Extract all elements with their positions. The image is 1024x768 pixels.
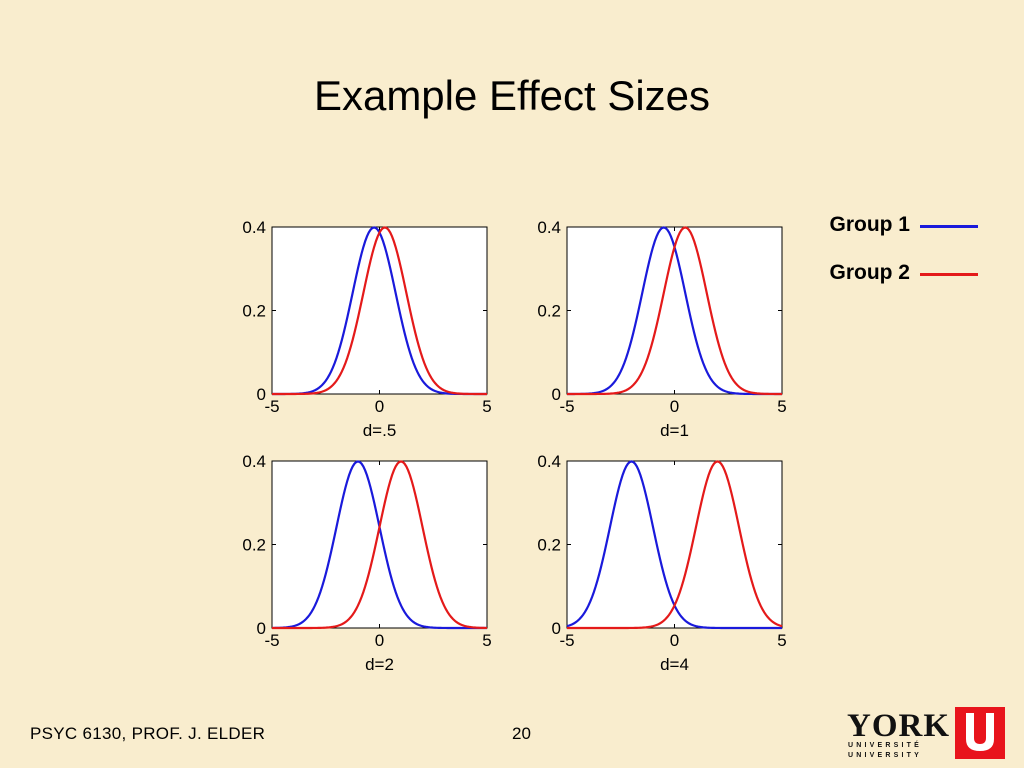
plot-area [566, 460, 783, 629]
legend-item-group-1: Group 1 [800, 210, 990, 240]
y-tick-label: 0.2 [537, 302, 561, 321]
plot-d-1: -5 0 5 0 0.2 0.4 d=1 [525, 215, 805, 460]
y-tick-label: 0 [552, 619, 561, 638]
y-tick-label: 0 [257, 619, 266, 638]
series-line-group-2 [567, 460, 783, 630]
x-tick-label: -5 [264, 631, 279, 650]
plot-area [271, 460, 488, 629]
x-tick-label: 5 [777, 397, 786, 416]
y-tick-label: 0.4 [242, 218, 266, 237]
legend-label-group-1: Group 1 [829, 213, 910, 236]
plot-d-2: -5 0 5 0 0.2 0.4 d=2 [230, 449, 510, 694]
york-university-logo: YORK UNIVERSITÉ UNIVERSITY [845, 705, 1005, 761]
plot-d-4: -5 0 5 0 0.2 0.4 d=4 [525, 449, 805, 694]
x-tick-label: 0 [375, 631, 384, 650]
legend-item-group-2: Group 2 [800, 258, 990, 288]
x-tick-label: -5 [264, 397, 279, 416]
plot-d-0-5-svg: -5 0 500.20.4d=.5 [242, 218, 491, 440]
y-tick-label: 0.4 [537, 218, 561, 237]
x-tick-label: 0 [670, 397, 679, 416]
y-tick-label: 0.4 [242, 452, 266, 471]
plot-area [271, 226, 488, 395]
slide-title: Example Effect Sizes [313, 72, 711, 119]
plot-d-2-svg: -5 0 500.20.4d=2 [242, 452, 491, 674]
plot-d-1-svg: -5 0 500.20.4d=1 [537, 218, 786, 440]
plot-d-0-5: -5 0 5 0 0.2 0.4 d=.5 [230, 215, 510, 460]
logo-sub-fr: UNIVERSITÉ [848, 740, 922, 749]
x-tick-label: -5 [559, 397, 574, 416]
x-tick-label: 5 [482, 397, 491, 416]
plot-caption: d=.5 [363, 421, 397, 440]
plot-caption: d=1 [660, 421, 689, 440]
footer-course: PSYC 6130, PROF. J. ELDER [30, 724, 266, 743]
series-line-group-2 [567, 226, 782, 396]
legend-swatch-group-1 [920, 225, 978, 228]
logo-wordmark: YORK [847, 708, 950, 744]
x-tick-label: 0 [670, 631, 679, 650]
y-tick-label: 0.2 [242, 536, 266, 555]
y-tick-label: 0.4 [537, 452, 561, 471]
plot-caption: d=4 [660, 655, 689, 674]
legend-label-group-2: Group 2 [829, 261, 910, 284]
plot-caption: d=2 [365, 655, 394, 674]
plot-d-4-svg: -5 0 500.20.4d=4 [537, 452, 786, 674]
york-logo-graphic: YORK UNIVERSITÉ UNIVERSITY [847, 707, 1005, 759]
legend-swatch-group-2 [920, 273, 978, 276]
x-tick-label: 5 [777, 631, 786, 650]
series-line-group-2 [272, 460, 488, 630]
series-line-group-2 [272, 226, 487, 396]
y-tick-label: 0.2 [537, 536, 561, 555]
y-tick-label: 0.2 [242, 302, 266, 321]
x-tick-label: 5 [482, 631, 491, 650]
page-number: 20 [512, 724, 531, 743]
logo-u-shape [966, 713, 994, 751]
logo-sub-en: UNIVERSITY [848, 752, 922, 759]
y-tick-label: 0 [552, 385, 561, 404]
x-tick-label: 0 [375, 397, 384, 416]
logo-u-block [955, 707, 1005, 759]
legend: Group 1 Group 2 [800, 210, 990, 300]
y-tick-label: 0 [257, 385, 266, 404]
plot-area [566, 226, 783, 395]
x-tick-label: -5 [559, 631, 574, 650]
